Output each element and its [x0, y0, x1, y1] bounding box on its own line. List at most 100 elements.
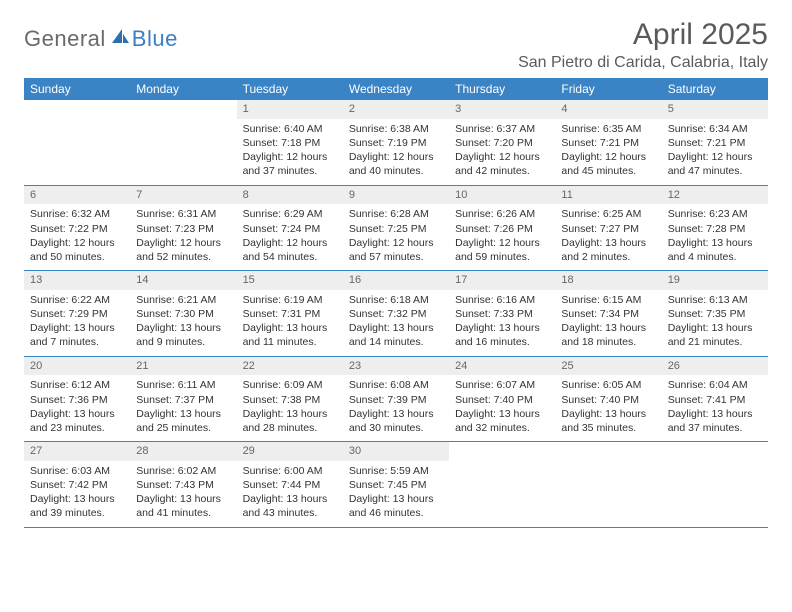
day-number: 11 — [555, 186, 661, 205]
sunrise-text: Sunrise: 6:23 AM — [668, 207, 762, 221]
day-body: Sunrise: 6:22 AMSunset: 7:29 PMDaylight:… — [24, 290, 130, 356]
day-number: 5 — [662, 100, 768, 119]
sunrise-text: Sunrise: 6:37 AM — [455, 122, 549, 136]
title-block: April 2025 San Pietro di Carida, Calabri… — [518, 18, 768, 72]
sunset-text: Sunset: 7:29 PM — [30, 307, 124, 321]
week-row: 27Sunrise: 6:03 AMSunset: 7:42 PMDayligh… — [24, 442, 768, 528]
day-body: Sunrise: 6:13 AMSunset: 7:35 PMDaylight:… — [662, 290, 768, 356]
sunrise-text: Sunrise: 6:25 AM — [561, 207, 655, 221]
day-body: Sunrise: 6:35 AMSunset: 7:21 PMDaylight:… — [555, 119, 661, 185]
day-cell: 25Sunrise: 6:05 AMSunset: 7:40 PMDayligh… — [555, 357, 661, 442]
sunrise-text: Sunrise: 6:11 AM — [136, 378, 230, 392]
sunrise-text: Sunrise: 6:09 AM — [243, 378, 337, 392]
sunset-text: Sunset: 7:37 PM — [136, 393, 230, 407]
day-cell: 27Sunrise: 6:03 AMSunset: 7:42 PMDayligh… — [24, 442, 130, 527]
sunrise-text: Sunrise: 6:08 AM — [349, 378, 443, 392]
day-body: Sunrise: 6:16 AMSunset: 7:33 PMDaylight:… — [449, 290, 555, 356]
daylight-text: Daylight: 13 hours and 41 minutes. — [136, 492, 230, 520]
day-cell: 24Sunrise: 6:07 AMSunset: 7:40 PMDayligh… — [449, 357, 555, 442]
daylight-text: Daylight: 13 hours and 16 minutes. — [455, 321, 549, 349]
sunset-text: Sunset: 7:36 PM — [30, 393, 124, 407]
sunrise-text: Sunrise: 6:31 AM — [136, 207, 230, 221]
logo-sail-icon — [110, 27, 130, 52]
day-number: 30 — [343, 442, 449, 461]
sunset-text: Sunset: 7:31 PM — [243, 307, 337, 321]
daylight-text: Daylight: 13 hours and 11 minutes. — [243, 321, 337, 349]
sunset-text: Sunset: 7:43 PM — [136, 478, 230, 492]
sunrise-text: Sunrise: 6:38 AM — [349, 122, 443, 136]
day-cell: 21Sunrise: 6:11 AMSunset: 7:37 PMDayligh… — [130, 357, 236, 442]
day-body: Sunrise: 6:29 AMSunset: 7:24 PMDaylight:… — [237, 204, 343, 270]
sunset-text: Sunset: 7:45 PM — [349, 478, 443, 492]
day-body: Sunrise: 6:04 AMSunset: 7:41 PMDaylight:… — [662, 375, 768, 441]
sunrise-text: Sunrise: 6:29 AM — [243, 207, 337, 221]
day-body: Sunrise: 6:19 AMSunset: 7:31 PMDaylight:… — [237, 290, 343, 356]
logo: General Blue — [24, 18, 178, 52]
day-body: Sunrise: 6:40 AMSunset: 7:18 PMDaylight:… — [237, 119, 343, 185]
daylight-text: Daylight: 13 hours and 23 minutes. — [30, 407, 124, 435]
daylight-text: Daylight: 13 hours and 2 minutes. — [561, 236, 655, 264]
sunrise-text: Sunrise: 6:21 AM — [136, 293, 230, 307]
day-number: 19 — [662, 271, 768, 290]
day-cell: 2Sunrise: 6:38 AMSunset: 7:19 PMDaylight… — [343, 100, 449, 185]
daylight-text: Daylight: 12 hours and 47 minutes. — [668, 150, 762, 178]
sunset-text: Sunset: 7:44 PM — [243, 478, 337, 492]
sunrise-text: Sunrise: 6:07 AM — [455, 378, 549, 392]
day-number: 23 — [343, 357, 449, 376]
sunset-text: Sunset: 7:22 PM — [30, 222, 124, 236]
day-number — [449, 442, 555, 446]
sunrise-text: Sunrise: 6:05 AM — [561, 378, 655, 392]
day-number: 1 — [237, 100, 343, 119]
day-number: 21 — [130, 357, 236, 376]
dow-monday: Monday — [130, 78, 236, 100]
week-row: 13Sunrise: 6:22 AMSunset: 7:29 PMDayligh… — [24, 271, 768, 357]
sunrise-text: Sunrise: 6:26 AM — [455, 207, 549, 221]
day-number: 9 — [343, 186, 449, 205]
day-number: 12 — [662, 186, 768, 205]
day-body: Sunrise: 6:34 AMSunset: 7:21 PMDaylight:… — [662, 119, 768, 185]
daylight-text: Daylight: 13 hours and 37 minutes. — [668, 407, 762, 435]
page-title: April 2025 — [518, 18, 768, 52]
day-cell: 16Sunrise: 6:18 AMSunset: 7:32 PMDayligh… — [343, 271, 449, 356]
daylight-text: Daylight: 13 hours and 28 minutes. — [243, 407, 337, 435]
day-body: Sunrise: 6:00 AMSunset: 7:44 PMDaylight:… — [237, 461, 343, 527]
daylight-text: Daylight: 12 hours and 54 minutes. — [243, 236, 337, 264]
sunrise-text: Sunrise: 6:28 AM — [349, 207, 443, 221]
sunset-text: Sunset: 7:38 PM — [243, 393, 337, 407]
sunrise-text: Sunrise: 6:16 AM — [455, 293, 549, 307]
day-body: Sunrise: 6:37 AMSunset: 7:20 PMDaylight:… — [449, 119, 555, 185]
day-cell: 19Sunrise: 6:13 AMSunset: 7:35 PMDayligh… — [662, 271, 768, 356]
sunset-text: Sunset: 7:40 PM — [455, 393, 549, 407]
sunset-text: Sunset: 7:34 PM — [561, 307, 655, 321]
logo-text-blue: Blue — [132, 26, 178, 52]
day-cell: 29Sunrise: 6:00 AMSunset: 7:44 PMDayligh… — [237, 442, 343, 527]
week-row: 6Sunrise: 6:32 AMSunset: 7:22 PMDaylight… — [24, 186, 768, 272]
daylight-text: Daylight: 12 hours and 37 minutes. — [243, 150, 337, 178]
daylight-text: Daylight: 12 hours and 52 minutes. — [136, 236, 230, 264]
sunset-text: Sunset: 7:24 PM — [243, 222, 337, 236]
day-body: Sunrise: 6:03 AMSunset: 7:42 PMDaylight:… — [24, 461, 130, 527]
day-cell: 9Sunrise: 6:28 AMSunset: 7:25 PMDaylight… — [343, 186, 449, 271]
dow-wednesday: Wednesday — [343, 78, 449, 100]
day-body: Sunrise: 6:26 AMSunset: 7:26 PMDaylight:… — [449, 204, 555, 270]
sunset-text: Sunset: 7:26 PM — [455, 222, 549, 236]
dow-tuesday: Tuesday — [237, 78, 343, 100]
day-body: Sunrise: 6:28 AMSunset: 7:25 PMDaylight:… — [343, 204, 449, 270]
day-number: 8 — [237, 186, 343, 205]
day-number: 25 — [555, 357, 661, 376]
day-number: 2 — [343, 100, 449, 119]
day-body: Sunrise: 5:59 AMSunset: 7:45 PMDaylight:… — [343, 461, 449, 527]
daylight-text: Daylight: 13 hours and 21 minutes. — [668, 321, 762, 349]
day-number: 20 — [24, 357, 130, 376]
day-cell: 30Sunrise: 5:59 AMSunset: 7:45 PMDayligh… — [343, 442, 449, 527]
day-body: Sunrise: 6:12 AMSunset: 7:36 PMDaylight:… — [24, 375, 130, 441]
day-body: Sunrise: 6:32 AMSunset: 7:22 PMDaylight:… — [24, 204, 130, 270]
day-cell: 8Sunrise: 6:29 AMSunset: 7:24 PMDaylight… — [237, 186, 343, 271]
day-cell: 1Sunrise: 6:40 AMSunset: 7:18 PMDaylight… — [237, 100, 343, 185]
daylight-text: Daylight: 13 hours and 7 minutes. — [30, 321, 124, 349]
dow-saturday: Saturday — [662, 78, 768, 100]
sunset-text: Sunset: 7:39 PM — [349, 393, 443, 407]
dow-sunday: Sunday — [24, 78, 130, 100]
daylight-text: Daylight: 13 hours and 14 minutes. — [349, 321, 443, 349]
day-cell — [130, 100, 236, 185]
